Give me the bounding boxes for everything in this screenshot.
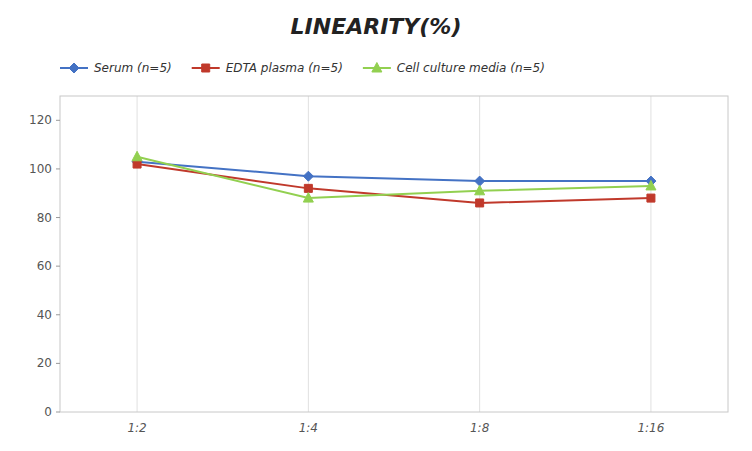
plot-frame <box>60 96 728 412</box>
series-line <box>137 157 651 198</box>
grid-line <box>479 96 480 412</box>
legend-marker <box>202 64 210 72</box>
marker <box>132 151 142 161</box>
marker <box>303 171 313 181</box>
x-tick-label: 1:2 <box>127 421 146 435</box>
y-tick <box>56 363 60 364</box>
series-line <box>137 164 651 203</box>
y-tick-label: 100 <box>29 162 52 176</box>
legend-label: Cell culture media (n=5) <box>397 61 545 75</box>
y-tick <box>56 217 60 218</box>
marker <box>303 193 313 203</box>
y-tick <box>56 412 60 413</box>
y-tick-label: 80 <box>37 211 52 225</box>
y-tick <box>56 266 60 267</box>
x-tick-label: 1:16 <box>637 421 664 435</box>
y-tick-label: 0 <box>44 405 52 419</box>
legend-marker <box>69 63 79 73</box>
marker <box>646 180 656 190</box>
y-tick <box>56 120 60 121</box>
marker <box>476 199 484 207</box>
legend: Serum (n=5) EDTA plasma (n=5) Cell culture… <box>60 61 545 75</box>
grid-line <box>308 96 309 412</box>
x-tick-label: 1:4 <box>299 421 318 435</box>
chart: LINEARITY(%) 0 20 40 60 80 100 120 1:2 1:4 1:8 1:16… <box>0 0 752 451</box>
marker <box>647 194 655 202</box>
y-tick-label: 120 <box>29 113 52 127</box>
y-tick-label: 60 <box>37 259 52 273</box>
legend-marker <box>372 63 382 73</box>
y-tick <box>56 168 60 169</box>
grid-line <box>650 96 651 412</box>
grid-line <box>137 96 138 412</box>
y-tick-label: 20 <box>37 356 52 370</box>
series-group <box>132 151 656 207</box>
marker <box>475 185 485 195</box>
marker <box>304 184 312 192</box>
y-tick <box>56 314 60 315</box>
legend-label: EDTA plasma (n=5) <box>226 61 343 75</box>
legend-label: Serum (n=5) <box>94 61 172 75</box>
x-tick-label: 1:8 <box>470 421 490 435</box>
y-tick-label: 40 <box>37 308 52 322</box>
title: LINEARITY(%) <box>291 14 462 39</box>
series-line <box>137 162 651 181</box>
